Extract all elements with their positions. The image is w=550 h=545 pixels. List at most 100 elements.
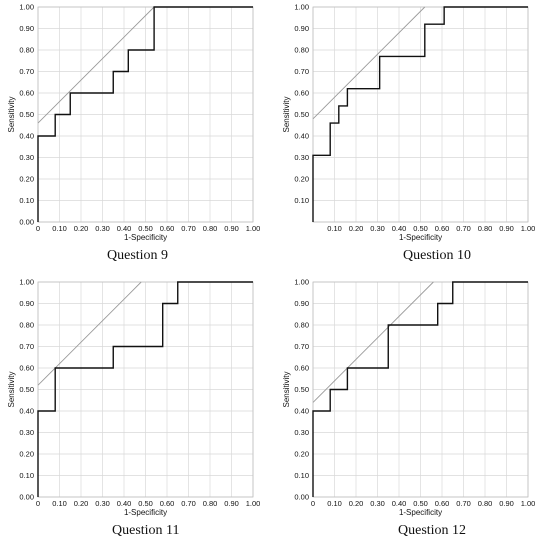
plot-frame: [312, 6, 529, 223]
x-tick-label: 0.70: [181, 499, 196, 508]
y-tick-label: 0.60: [294, 89, 309, 98]
x-tick-label: 0.60: [160, 499, 175, 508]
x-tick-label: 0.80: [478, 224, 493, 233]
roc-panel-question-12: 0 0.10 0.20 0.30 0.40 0.50 0.60 0.70 0.80 0.90 1.0…: [275, 275, 550, 545]
y-tick-label: 0.50: [294, 385, 309, 394]
y-tick-label: 0.70: [294, 67, 309, 76]
y-tick-label: 0.40: [19, 132, 34, 141]
roc-chart-question-10: 0.10 0.20 0.30 0.40 0.50 0.60 0.70 0.80 0.90 1.00…: [282, 3, 536, 243]
y-tick-label: 0.60: [294, 364, 309, 373]
roc-panel-question-9: 0 0.10 0.20 0.30 0.40 0.50 0.60 0.70 0.80 0.90 1.0…: [0, 0, 275, 270]
y-tick-label: 0.80: [294, 46, 309, 55]
x-tick-label: 0: [36, 224, 40, 233]
x-tick-label: 0.80: [203, 224, 218, 233]
chart-caption: Question 10: [403, 248, 472, 263]
y-tick-label: 0.90: [294, 299, 309, 308]
y-tick-label: 0.50: [19, 385, 34, 394]
y-tick-label: 0.10: [19, 471, 34, 480]
x-tick-label: 0.50: [138, 499, 153, 508]
y-tick-label: 0.20: [19, 175, 34, 184]
x-tick-label: 0.80: [478, 499, 493, 508]
x-tick-label: 0.50: [138, 224, 153, 233]
y-tick-label: 1.00: [19, 3, 34, 12]
x-tick-label: 0.60: [435, 224, 450, 233]
y-tick-label: 0.00: [19, 218, 34, 227]
reference-line: [37, 6, 155, 124]
roc-panel-question-10: 0.10 0.20 0.30 0.40 0.50 0.60 0.70 0.80 0.90 1.00…: [275, 0, 550, 270]
roc-curve-line: [37, 6, 253, 222]
x-tick-label: 0.80: [203, 499, 218, 508]
y-tick-label: 0.40: [19, 407, 34, 416]
x-tick-label: 0.30: [95, 224, 110, 233]
x-tick-label: 0.20: [349, 499, 364, 508]
y-axis-label: Sensitivity: [7, 96, 16, 132]
y-tick-label: 0.30: [294, 153, 309, 162]
x-tick-label: 0.90: [499, 224, 514, 233]
x-tick-label: 0.90: [224, 224, 239, 233]
x-tick-label: 0.10: [327, 499, 342, 508]
x-tick-label: 0.90: [224, 499, 239, 508]
x-tick-label: 0.30: [370, 224, 385, 233]
roc-chart-question-11: 0 0.10 0.20 0.30 0.40 0.50 0.60 0.70 0.80 0.90 1.0…: [7, 278, 261, 518]
roc-curve-line: [312, 6, 528, 222]
x-axis-label: 1-Specificity: [399, 233, 442, 242]
y-tick-label: 0.10: [294, 471, 309, 480]
x-tick-label: 0.20: [349, 224, 364, 233]
y-tick-label: 1.00: [19, 278, 34, 287]
y-tick-label: 0.90: [19, 24, 34, 33]
y-axis-label: Sensitivity: [282, 371, 291, 407]
y-tick-label: 0.60: [19, 364, 34, 373]
y-tick-label: 0.80: [294, 321, 309, 330]
x-tick-label: 1.00: [246, 499, 261, 508]
roc-curve-line: [37, 281, 253, 497]
y-axis-label: Sensitivity: [282, 96, 291, 132]
x-tick-label: 0.20: [74, 499, 89, 508]
y-tick-label: 0.90: [294, 24, 309, 33]
x-tick-label: 0.40: [117, 499, 132, 508]
x-tick-label: 0.60: [160, 224, 175, 233]
x-tick-label: 0.10: [52, 499, 67, 508]
roc-chart-question-12: 0 0.10 0.20 0.30 0.40 0.50 0.60 0.70 0.80 0.90 1.0…: [282, 278, 535, 518]
x-tick-label: 0.60: [435, 499, 450, 508]
chart-caption: Question 12: [398, 523, 467, 538]
y-tick-label: 0.70: [19, 67, 34, 76]
x-tick-label: 0.40: [392, 499, 407, 508]
chart-caption: Question 11: [112, 523, 180, 538]
y-tick-label: 0.10: [294, 196, 309, 205]
x-tick-label: 0.10: [327, 224, 342, 233]
y-tick-label: 0.50: [294, 110, 309, 119]
x-tick-label: 0.30: [370, 499, 385, 508]
y-tick-label: 0.30: [294, 428, 309, 437]
x-tick-label: 0.90: [499, 499, 514, 508]
x-tick-label: 0: [311, 499, 315, 508]
y-tick-label: 0.70: [19, 342, 34, 351]
x-tick-label: 1.00: [521, 224, 536, 233]
plot-frame: [37, 281, 254, 498]
roc-panel-question-11: 0 0.10 0.20 0.30 0.40 0.50 0.60 0.70 0.80 0.90 1.0…: [0, 275, 275, 545]
y-tick-label: 0.70: [294, 342, 309, 351]
reference-line: [312, 281, 434, 403]
x-tick-label: 0.40: [392, 224, 407, 233]
y-tick-label: 0.30: [19, 428, 34, 437]
y-tick-label: 0.60: [19, 89, 34, 98]
x-tick-label: 0.70: [456, 224, 471, 233]
roc-curve-line: [312, 281, 528, 497]
plot-frame: [37, 6, 254, 223]
reference-line: [312, 6, 426, 120]
x-tick-label: 0.50: [413, 499, 428, 508]
plot-frame: [312, 281, 529, 498]
x-tick-label: 0.20: [74, 224, 89, 233]
y-tick-label: 0.90: [19, 299, 34, 308]
x-tick-label: 0.50: [413, 224, 428, 233]
y-tick-label: 0.10: [19, 196, 34, 205]
y-tick-label: 0.40: [294, 407, 309, 416]
y-tick-label: 1.00: [294, 3, 309, 12]
y-tick-label: 0.20: [294, 175, 309, 184]
x-axis-label: 1-Specificity: [399, 508, 442, 517]
y-tick-label: 0.00: [294, 493, 309, 502]
y-tick-label: 0.40: [294, 132, 309, 141]
reference-line: [37, 281, 142, 386]
y-tick-label: 1.00: [294, 278, 309, 287]
x-tick-label: 0.70: [456, 499, 471, 508]
y-axis-label: Sensitivity: [7, 371, 16, 407]
